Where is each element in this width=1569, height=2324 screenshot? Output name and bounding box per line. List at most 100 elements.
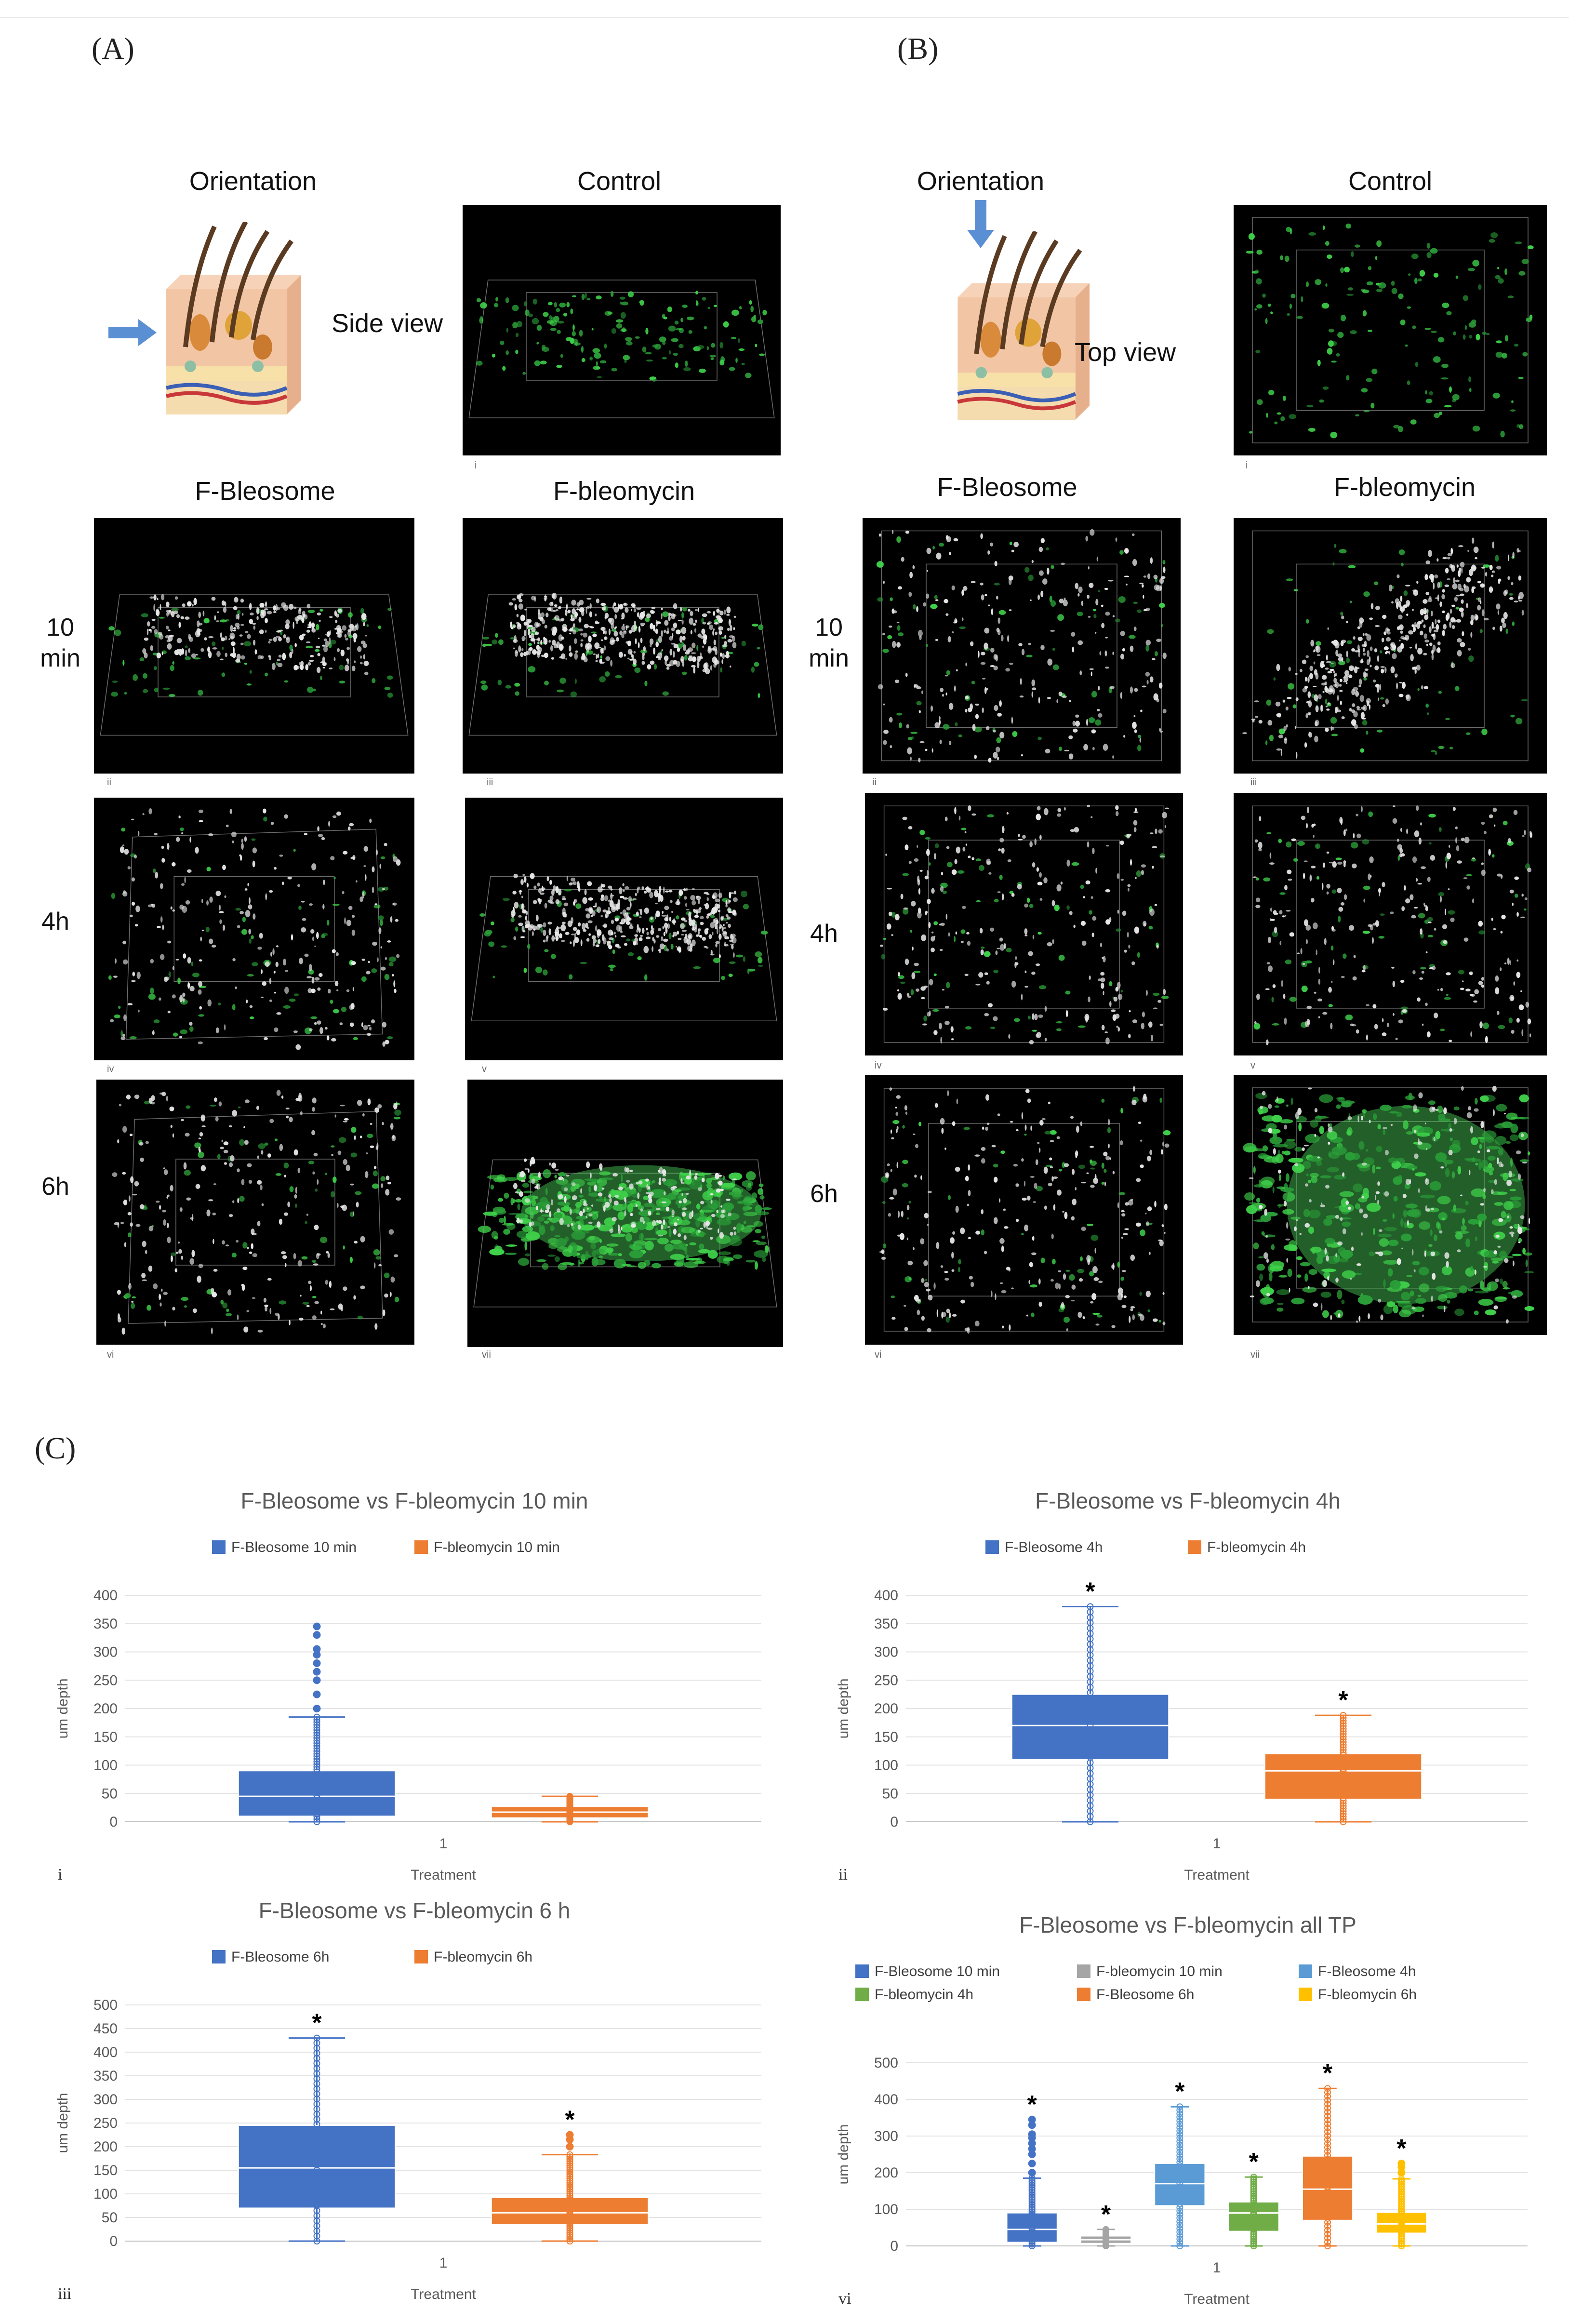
significance-star: *: [1249, 2148, 1259, 2176]
legend-label: F-Bleosome 6h: [231, 1949, 329, 1965]
significance-star: *: [1027, 2091, 1037, 2119]
x-tick-label: 1: [1213, 2260, 1221, 2276]
chart-sub-label: ii: [838, 1866, 848, 1883]
top-rule: [0, 17, 1569, 18]
significance-star: *: [1338, 1686, 1348, 1714]
box-f-bleosome-10-min: [238, 1622, 396, 1825]
legend-swatch: [1077, 1988, 1090, 2001]
y-tick-label: 200: [874, 2165, 898, 2181]
legend-swatch: [212, 1950, 226, 1963]
y-tick-label: 300: [93, 2092, 118, 2108]
b-skin-illustration: [901, 230, 1113, 439]
a-roman-iv: iv: [107, 1064, 114, 1074]
chart-all-tp: F-Bleosome vs F-bleomycin all TP F-Bleoso…: [819, 1899, 1556, 2318]
box-f-bleosome-6h: [1302, 2085, 1354, 2249]
chart-4h: F-Bleosome vs F-bleomycin 4h F-Bleosome 4…: [819, 1475, 1556, 1894]
legend-label: F-bleomycin 6h: [434, 1949, 532, 1965]
chart-title: F-Bleosome vs F-bleomycin 10 min: [241, 1488, 588, 1513]
legend-swatch: [212, 1540, 226, 1554]
a-roman-v: v: [482, 1064, 487, 1074]
b-top-arrow-icon: [966, 200, 995, 248]
chart-title: F-Bleosome vs F-bleomycin 6 h: [259, 1898, 571, 1923]
chart-sub-label: iii: [58, 2285, 71, 2303]
y-tick-label: 50: [102, 1786, 118, 1802]
b-roman-iv: iv: [875, 1060, 882, 1071]
box-f-bleosome-4h: [1154, 2103, 1206, 2249]
chart-10min: F-Bleosome vs F-bleomycin 10 min F-Bleoso…: [39, 1475, 790, 1894]
legend-label: F-Bleosome 10 min: [231, 1539, 357, 1555]
b-row-min-unit: min: [809, 644, 849, 672]
a-roman-vi: vi: [107, 1349, 114, 1360]
b-row-4h-label: 4h: [810, 920, 838, 948]
a-row-4h-label: 4h: [41, 908, 69, 935]
y-tick-label: 100: [874, 2202, 898, 2217]
y-tick-label: 250: [93, 2115, 118, 2131]
a-roman-iii: iii: [487, 777, 493, 788]
a-roman-ii: ii: [107, 777, 111, 788]
y-tick-label: 100: [93, 1758, 118, 1774]
x-axis-label: Treatment: [1184, 1867, 1250, 1883]
legend-label: F-Bleosome 4h: [1318, 1963, 1416, 1979]
legend-swatch: [1188, 1540, 1201, 1554]
a-roman-i: i: [475, 460, 477, 471]
legend-label: F-Bleosome 6h: [1096, 1987, 1194, 2003]
box-f-bleomycin-10-min: [491, 1793, 649, 1825]
box-f-bleomycin-6h: [1376, 2160, 1427, 2249]
box-f-bleomycin-10-min: [1080, 2226, 1132, 2249]
b-roman-ii: ii: [872, 777, 877, 788]
box-f-bleosome-10-min: [1006, 2115, 1058, 2249]
a-fbleosome-10min-image: [94, 518, 414, 774]
b-fbleosome-header: F-Bleosome: [937, 473, 1077, 502]
y-tick-label: 350: [93, 2068, 118, 2084]
b-fbleosome-4h-image: [865, 793, 1183, 1055]
b-fbleomycin-header: F-bleomycin: [1333, 473, 1476, 502]
a-fbleomycin-10min-image: [463, 518, 783, 774]
x-tick-label: 1: [1213, 1836, 1221, 1852]
legend-swatch: [1299, 1988, 1312, 2001]
a-fbleosome-4h-image: [94, 798, 414, 1060]
y-tick-label: 100: [874, 1758, 898, 1774]
a-control-image: [463, 205, 781, 455]
y-tick-label: 150: [93, 1729, 118, 1745]
a-orientation-header: Orientation: [189, 167, 317, 196]
a-control-header: Control: [577, 167, 662, 196]
x-axis-label: Treatment: [411, 2286, 476, 2302]
y-tick-label: 50: [102, 2210, 118, 2226]
b-roman-vi: vi: [875, 1349, 882, 1360]
b-fbleosome-6h-image: [865, 1075, 1183, 1345]
x-axis-label: Treatment: [1184, 2291, 1250, 2307]
legend-swatch: [1299, 1964, 1312, 1978]
significance-star: *: [565, 2106, 575, 2134]
significance-star: *: [1101, 2201, 1111, 2229]
legend-label: F-Bleosome 4h: [1005, 1539, 1103, 1555]
a-side-arrow-icon: [108, 318, 157, 347]
chart-title: F-Bleosome vs F-bleomycin 4h: [1035, 1488, 1341, 1513]
legend-label: F-bleomycin 10 min: [1096, 1963, 1223, 1979]
a-row-10min-label: 10 min: [29, 612, 92, 674]
panel-label-b: (B): [897, 31, 939, 66]
legend-label: F-bleomycin 4h: [875, 1987, 973, 2003]
b-row-10-number: 10: [815, 614, 843, 641]
a-skin-illustration: [108, 220, 325, 434]
legend-label: F-Bleosome 10 min: [875, 1963, 1000, 1979]
significance-star: *: [1396, 2135, 1407, 2163]
legend-swatch: [855, 1964, 869, 1978]
y-tick-label: 400: [874, 1588, 898, 1603]
y-tick-label: 200: [93, 1701, 118, 1717]
b-roman-v: v: [1250, 1060, 1255, 1071]
y-tick-label: 200: [93, 2139, 118, 2155]
b-orientation-header: Orientation: [917, 167, 1045, 196]
significance-star: *: [1323, 2059, 1333, 2087]
significance-star: *: [1175, 2078, 1185, 2106]
y-axis-label: um depth: [836, 1678, 851, 1738]
panel-label-c: (C): [35, 1431, 76, 1465]
y-tick-label: 400: [93, 2044, 118, 2060]
x-axis-label: Treatment: [411, 1867, 476, 1883]
b-fbleosome-10min-image: [863, 518, 1181, 774]
y-tick-label: 0: [109, 1814, 118, 1830]
y-tick-label: 300: [874, 2128, 898, 2144]
side-view-label: Side view: [332, 309, 443, 338]
significance-star: *: [312, 2009, 322, 2037]
b-roman-i: i: [1246, 460, 1248, 471]
chart-6h: F-Bleosome vs F-bleomycin 6 h F-Bleosome …: [39, 1884, 790, 2313]
